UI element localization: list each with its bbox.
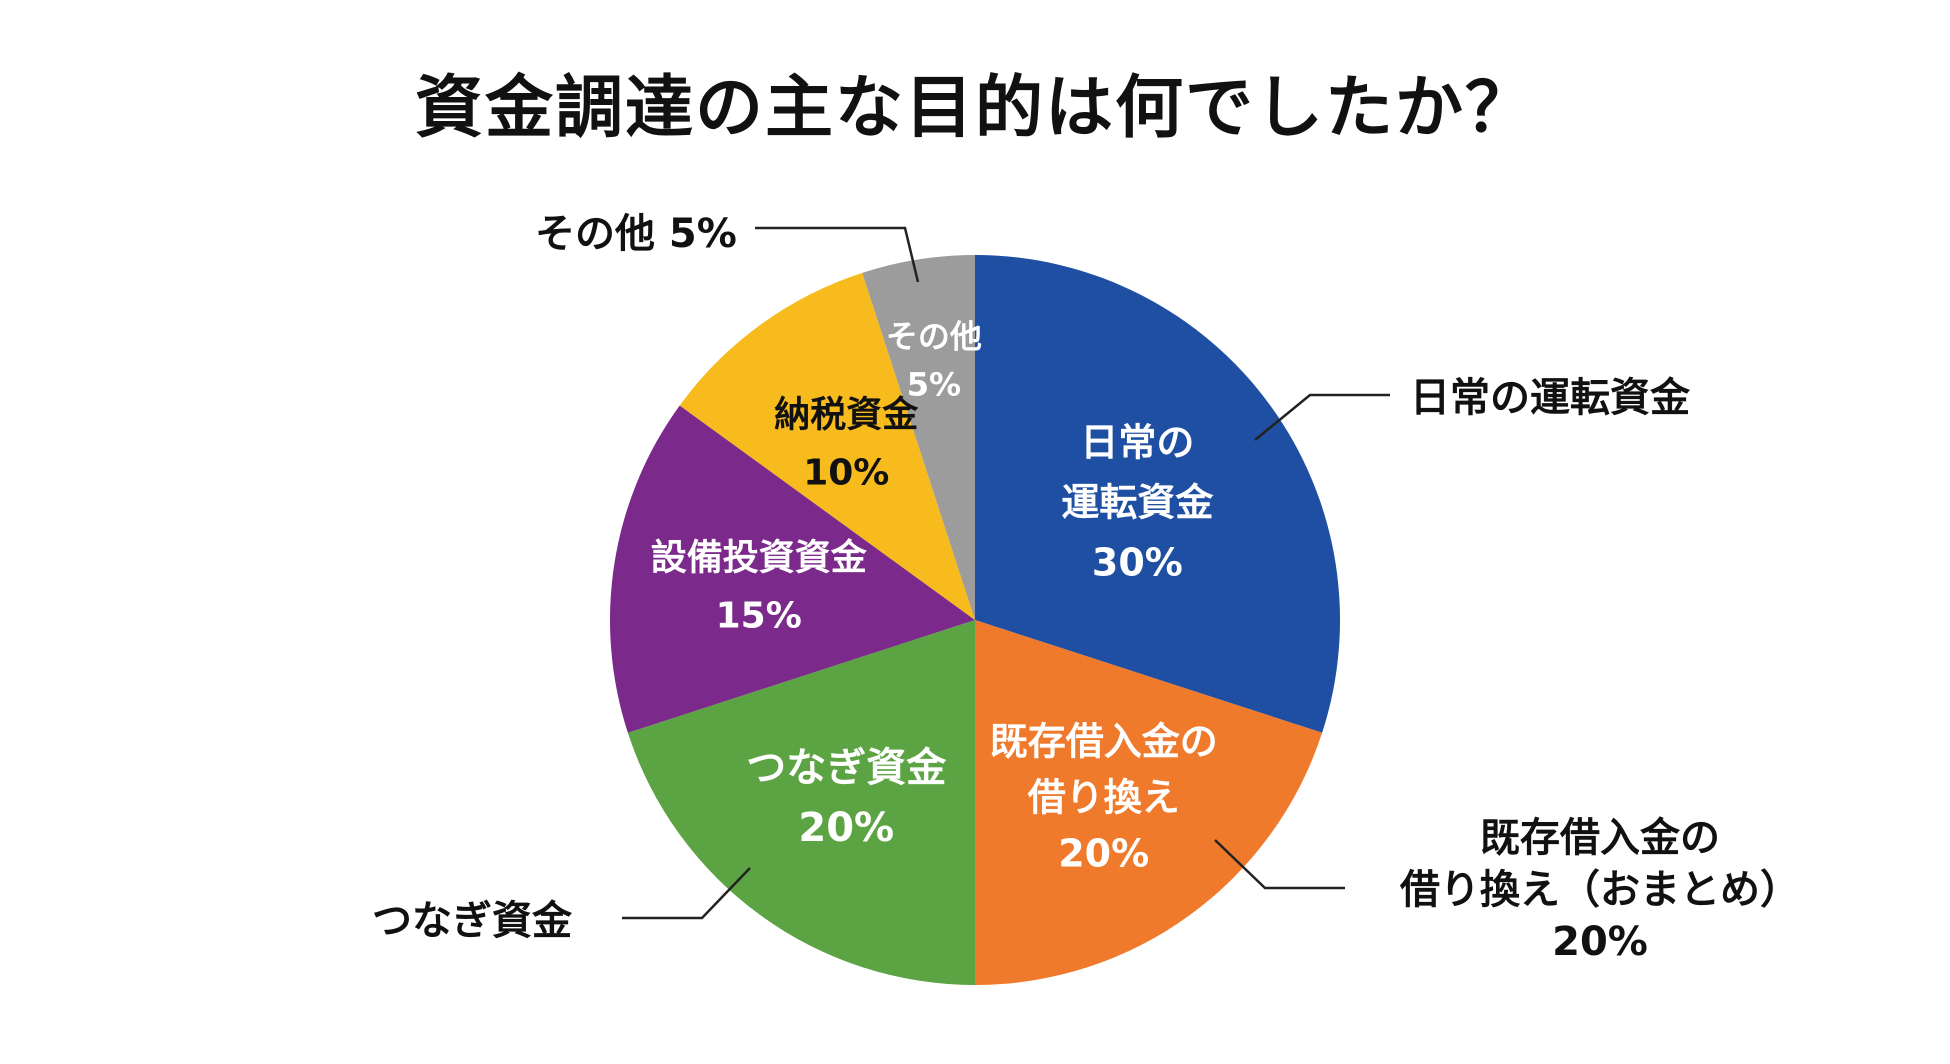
pie-slice	[975, 255, 1340, 733]
pie-slice	[862, 255, 975, 620]
slice-category-label: 設備投資資金	[651, 536, 868, 578]
callout-leader-line	[755, 226, 920, 283]
callout-working-capital-line: 日常の運転資金	[1410, 375, 1690, 421]
pie-slices	[610, 255, 1340, 985]
callout-leader-line	[1254, 393, 1390, 441]
slice-category-label: つなぎ資金	[746, 745, 947, 791]
callout-leader-line	[622, 867, 751, 920]
slice-category-label: 借り換え	[1027, 775, 1180, 819]
slice-category-label: 運転資金	[1061, 480, 1214, 524]
callout-refinancing-line-1: 既存借入金の	[1480, 815, 1720, 861]
callout-refinancing-line-3: 20%	[1552, 919, 1648, 965]
slice-category-label: 既存借入金の	[990, 719, 1218, 763]
pie-slice	[627, 620, 975, 985]
callout-bridge-loan: つなぎ資金	[372, 895, 572, 947]
callout-refinancing: 既存借入金の 借り換え（おまとめ） 20%	[1365, 812, 1835, 968]
callout-other-line: その他 5%	[535, 211, 737, 257]
slice-category-label: 納税資金	[774, 393, 919, 435]
callout-refinancing-line-2: 借り換え（おまとめ）	[1400, 867, 1800, 913]
callout-leader-line	[1214, 839, 1345, 890]
pie-slice	[610, 405, 975, 733]
slice-value-label: 30%	[1092, 540, 1183, 584]
chart-title: 資金調達の主な目的は何でしたか？	[414, 69, 1535, 148]
callout-working-capital: 日常の運転資金	[1410, 372, 1690, 424]
pie-slice	[679, 272, 975, 620]
slice-category-label: 日常の	[1080, 420, 1194, 464]
slice-value-label: 10%	[803, 452, 889, 493]
callout-leaders	[622, 226, 1390, 920]
callout-other: その他 5%	[535, 208, 737, 260]
slice-value-label: 20%	[1058, 831, 1149, 875]
slice-value-label: 20%	[798, 805, 894, 851]
pie-slice	[975, 620, 1323, 985]
callout-bridge-loan-line: つなぎ資金	[372, 898, 572, 944]
slice-category-label: その他	[886, 318, 982, 356]
slice-value-label: 15%	[716, 595, 802, 636]
slice-value-label: 5%	[907, 366, 961, 404]
